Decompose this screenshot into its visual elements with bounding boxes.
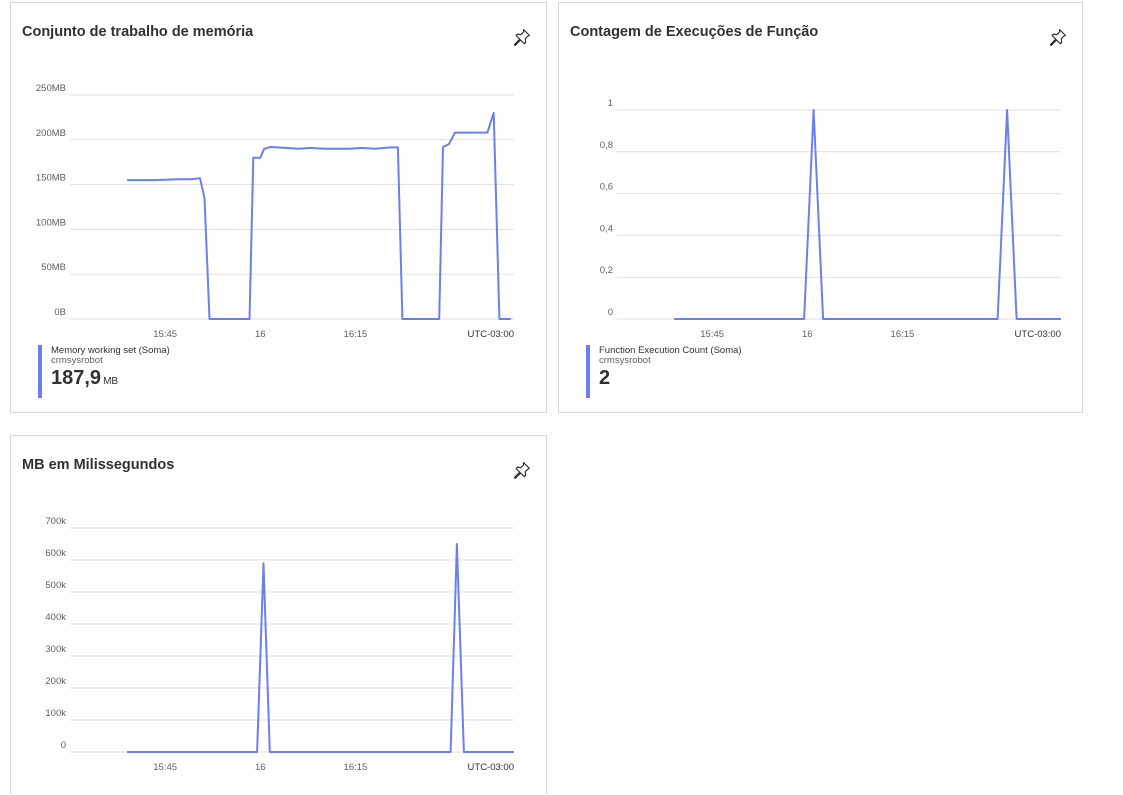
y-tick-label: 0B: [54, 307, 66, 318]
x-tick-label: 16:15: [344, 762, 368, 773]
legend-value: 187,9 MB: [51, 367, 170, 393]
y-tick-label: 0,4: [600, 223, 613, 234]
y-tick-label: 250MB: [36, 83, 66, 94]
y-tick-label: 1: [608, 98, 613, 109]
y-tick-label: 500k: [45, 580, 66, 591]
y-tick-label: 0: [61, 740, 66, 751]
chart-legend[interactable]: Memory working set (Soma) crmsysrobot 18…: [38, 345, 170, 398]
series-line[interactable]: [127, 543, 514, 753]
legend-resource-name: crmsysrobot: [51, 355, 103, 366]
y-tick-label: 100k: [45, 708, 66, 719]
x-tick-label: 15:45: [700, 329, 724, 340]
mb-milliseconds-chart: 0 100k 200k 300k 400k 500k 600k 700k 15:45 16 16:1…: [45, 516, 514, 773]
legend-value-number: 187,9: [51, 367, 102, 389]
memory-working-set-chart: 0B 50MB 100MB 150MB 200MB 250MB 15:45 16 16:15 UT…: [36, 83, 514, 340]
y-tick-label: 0,2: [600, 265, 613, 276]
x-tick-label: 16:15: [344, 329, 368, 340]
pin-icon[interactable]: [512, 27, 532, 47]
timezone-label: UTC-03:00: [1015, 329, 1061, 340]
x-tick-label: 16: [255, 762, 266, 773]
y-tick-label: 50MB: [41, 262, 66, 273]
y-tick-label: 700k: [45, 516, 66, 527]
y-tick-label: 0,8: [600, 140, 613, 151]
memory-working-set-tile[interactable]: Conjunto de trabalho de memória 0B 50MB 10…: [10, 2, 547, 413]
legend-value-unit: MB: [103, 376, 119, 387]
pin-icon[interactable]: [512, 460, 532, 480]
y-tick-label: 150MB: [36, 173, 66, 184]
x-tick-label: 16: [255, 329, 266, 340]
x-tick-label: 15:45: [153, 329, 177, 340]
y-tick-label: 0,6: [600, 182, 613, 193]
pin-icon[interactable]: [1048, 27, 1068, 47]
function-execution-count-chart: 0 0,2 0,4 0,6 0,8 1 15:45 16 16:15 UTC-03:00: [600, 98, 1061, 340]
tile-title: Contagem de Execuções de Função: [570, 24, 819, 40]
chart-legend[interactable]: Function Execution Count (Soma) crmsysro…: [586, 345, 742, 398]
mb-milliseconds-tile[interactable]: MB em Milissegundos 0 100k 200k 300k 400k 500…: [10, 435, 547, 794]
y-tick-label: 0: [608, 307, 613, 318]
legend-value: 2: [599, 367, 742, 393]
x-tick-label: 15:45: [153, 762, 177, 773]
legend-series-name: Function Execution Count (Soma): [599, 345, 742, 356]
y-tick-label: 300k: [45, 644, 66, 655]
y-tick-label: 600k: [45, 548, 66, 559]
legend-value-number: 2: [599, 367, 611, 389]
x-tick-label: 16:15: [891, 329, 915, 340]
y-tick-label: 100MB: [36, 217, 66, 228]
x-tick-label: 16: [802, 329, 813, 340]
legend-resource-name: crmsysrobot: [599, 355, 651, 366]
function-execution-count-tile[interactable]: Contagem de Execuções de Função 0 0,2 0,4 0…: [558, 2, 1083, 413]
y-tick-label: 400k: [45, 612, 66, 623]
y-tick-label: 200MB: [36, 128, 66, 139]
tile-title: Conjunto de trabalho de memória: [22, 24, 254, 40]
series-line[interactable]: [127, 111, 511, 320]
legend-series-name: Memory working set (Soma): [51, 345, 170, 356]
series-line[interactable]: [674, 109, 1061, 320]
timezone-label: UTC-03:00: [468, 762, 514, 773]
timezone-label: UTC-03:00: [468, 329, 514, 340]
tile-title: MB em Milissegundos: [22, 457, 175, 473]
y-tick-label: 200k: [45, 676, 66, 687]
